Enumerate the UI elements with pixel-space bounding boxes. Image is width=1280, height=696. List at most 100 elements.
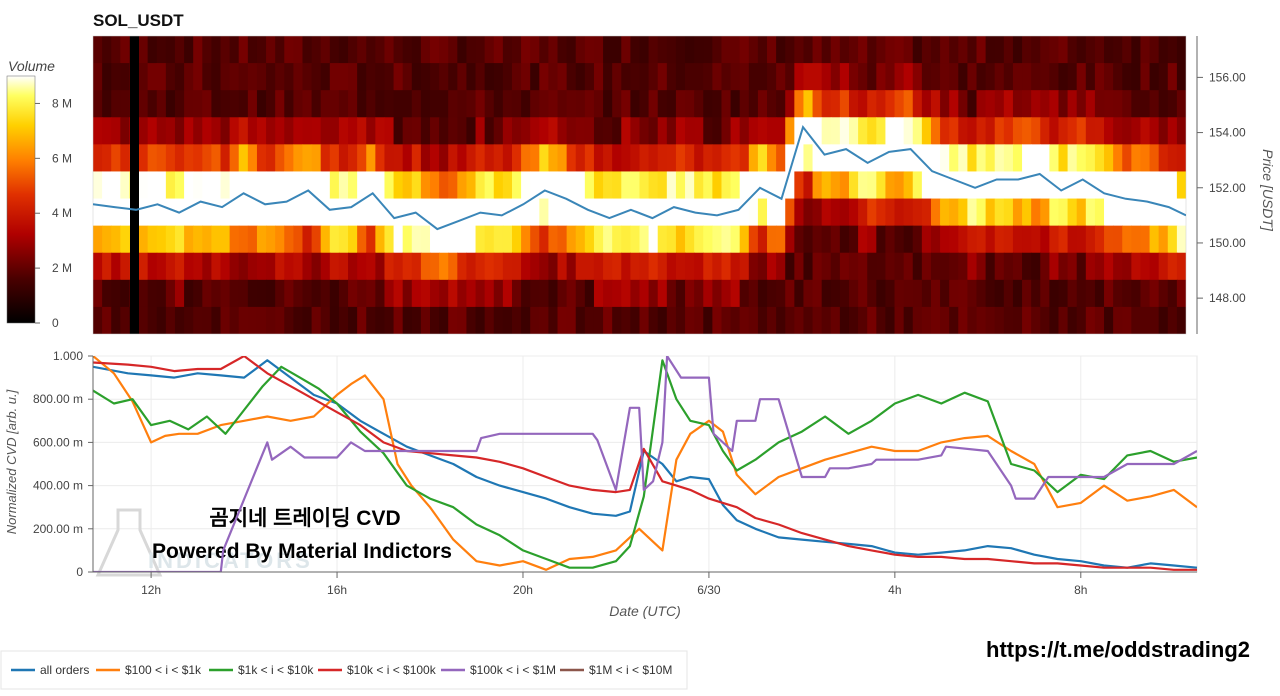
legend-item[interactable]: $100k < i < $1M [441,663,556,677]
heatmap-cell [375,36,386,64]
heatmap-cell [466,117,477,145]
heatmap-cell [384,225,395,254]
legend-label: $1k < i < $10k [238,663,314,677]
heatmap-cell [184,252,194,281]
heatmap-cell [1003,144,1014,173]
heatmap-cell [530,225,540,254]
heatmap-cell [1167,36,1178,64]
heatmap-cell [320,306,331,334]
heatmap-cell [848,171,859,200]
heatmap-cell [502,279,513,308]
legend-item[interactable]: $1M < i < $10M [560,663,672,677]
heatmap-cell [557,144,568,173]
heatmap-cell [621,279,631,308]
heatmap-cell [821,171,832,200]
heatmap-cell [1167,63,1178,91]
heatmap-cell [812,144,823,173]
heatmap-cell [967,90,978,118]
heatmap-cell [748,117,759,145]
heatmap-cell [675,198,686,227]
heatmap-cell [530,252,540,281]
heatmap-cell [794,117,805,145]
heatmap-cell [648,36,659,64]
heatmap-cell [748,144,759,173]
heatmap-cell [275,252,285,281]
heatmap-cell [730,252,741,281]
heatmap-cell [511,306,522,334]
legend-item[interactable]: $10k < i < $100k [318,663,437,677]
heatmap-cell [593,36,604,64]
heatmap-cell [803,90,814,118]
heatmap-cell [320,144,331,173]
heatmap-cell [1022,279,1032,308]
heatmap-cell [384,144,395,173]
heatmap-cell [502,36,513,64]
heatmap-cell [940,279,950,308]
heatmap-cell [1131,90,1142,118]
heatmap-cell [147,117,158,145]
heatmap-cell [484,306,495,334]
heatmap-cell [348,279,358,308]
heatmap-cell [1149,279,1160,308]
heatmap-cell [211,225,222,254]
heatmap-cell [138,117,149,145]
heatmap-cell [1122,117,1132,145]
heatmap-cell [320,225,331,254]
chart-title: SOL_USDT [93,11,184,30]
heatmap-cell [448,117,458,145]
heatmap-cell [1022,306,1032,334]
heatmap-cell [457,63,468,91]
heatmap-cell [584,117,595,145]
heatmap-cell [439,225,449,254]
heatmap-cell [1058,198,1069,227]
heatmap-cell [229,252,240,281]
legend-item[interactable]: all orders [11,663,89,677]
heatmap-cell [521,36,531,64]
heatmap-cell [794,171,805,200]
heatmap-cell [675,90,686,118]
heatmap-cell [120,117,131,145]
heatmap-cell [1158,225,1169,254]
heatmap-cell [930,225,941,254]
heatmap-cell [1040,171,1050,200]
heatmap-cell [275,171,285,200]
heatmap-cell [165,90,176,118]
heatmap-cell [302,117,313,145]
heatmap-cell [293,306,304,334]
heatmap-cell [93,306,103,334]
heatmap-cell [912,279,923,308]
heatmap-cell [229,279,240,308]
heatmap-cell [994,279,1005,308]
legend-label: $100 < i < $1k [125,663,202,677]
heatmap-cell [229,36,240,64]
heatmap-cell [1076,63,1087,91]
heatmap-cell [1149,306,1160,334]
heatmap-cell [912,90,923,118]
heatmap-cell [1113,306,1123,334]
heatmap-cell [539,117,550,145]
legend-item[interactable]: $1k < i < $10k [209,663,314,677]
heatmap-cell [320,252,331,281]
heatmap-cell [657,144,668,173]
heatmap-cell [348,144,358,173]
telegram-link[interactable]: https://t.me/oddstrading2 [986,637,1250,662]
heatmap-cell [757,171,768,200]
heatmap-cell [1049,279,1060,308]
heatmap-cell [1113,252,1123,281]
heatmap-cell [748,36,759,64]
heatmap-cell [703,117,713,145]
heatmap-cell [193,117,203,145]
heatmap-cell [584,279,595,308]
heatmap-cell [1049,144,1060,173]
heatmap-cell [1031,144,1041,173]
heatmap-cell [539,90,550,118]
legend-item[interactable]: $100 < i < $1k [96,663,202,677]
heatmap-cell [138,306,149,334]
heatmap-cell [685,117,695,145]
heatmap-cell [411,90,422,118]
heatmap-cell [1067,252,1078,281]
heatmap-cell [329,279,340,308]
heatmap-cell [1122,252,1132,281]
heatmap-cell [657,171,668,200]
heatmap-cell [338,252,349,281]
